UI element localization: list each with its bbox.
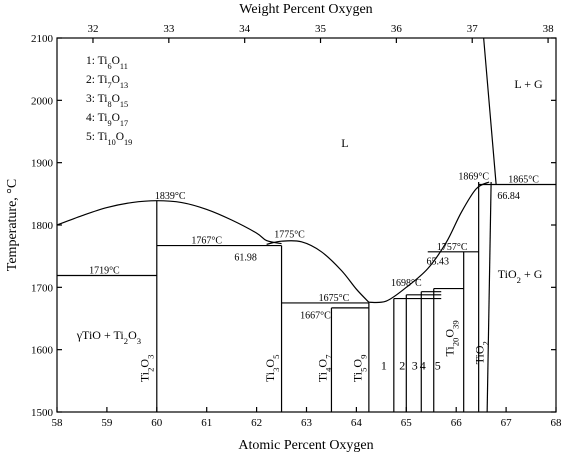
legend-entry: 2: Ti7O13: [86, 74, 128, 90]
x-tick-label: 60: [151, 417, 163, 429]
compound-label: Ti2O3: [137, 355, 155, 383]
legend-entry: 1: Ti6O11: [86, 55, 128, 71]
y-tick-label: 1700: [31, 282, 54, 294]
annotation-labels: 1839°C 1767°C 1719°C 1775°C 61.98 1675°C 1667°…: [76, 77, 543, 382]
compound-number-label: 5: [435, 359, 441, 373]
temperature-label: 1698°C: [391, 278, 422, 289]
phase-boundary-segment: [486, 181, 492, 413]
liquidus-left: [56, 200, 282, 245]
x-axis-title: Atomic Percent Oxygen: [238, 438, 373, 453]
top-tick-label: 33: [163, 23, 175, 35]
phase-label: TiO2 + G: [498, 267, 543, 285]
y-tick-label: 2000: [31, 95, 54, 107]
top-tick-label: 35: [315, 23, 327, 35]
liquidus-ti3o5: [266, 240, 370, 303]
x-tick-label: 66: [451, 417, 463, 429]
temperature-label: 1757°C: [437, 242, 468, 253]
y-tick-label: 1500: [31, 407, 54, 419]
gamma-tio-phase-label: γTiO + Ti2O3: [76, 328, 141, 346]
temperature-label: 1775°C: [274, 229, 305, 240]
legend-entry: 3: Ti8O15: [86, 93, 128, 109]
x-tick-label: 62: [251, 417, 262, 429]
phase-label: L + G: [514, 77, 543, 91]
temperature-label: 1667°C: [300, 311, 331, 322]
compound-number-label: 2: [399, 359, 405, 373]
legend-entry: 5: Ti10O19: [86, 131, 132, 147]
x-tick-label: 64: [351, 417, 363, 429]
phase-boundary-lines: [57, 181, 556, 413]
liquidus-right: [368, 181, 490, 304]
compound-number-label: 3: [412, 359, 418, 373]
y-tick-label: 1600: [31, 345, 54, 357]
temperature-label: 1719°C: [89, 266, 120, 277]
x-tick-label: 68: [551, 417, 563, 429]
legend-entry: 4: Ti9O17: [86, 112, 128, 128]
temperature-label: 1767°C: [191, 236, 222, 247]
temperature-label: 1869°C: [458, 171, 489, 182]
x-tick-label: 63: [301, 417, 313, 429]
temperature-label: 1839°C: [155, 191, 186, 202]
top-tick-label: 38: [543, 23, 555, 35]
phase-label: L: [341, 136, 348, 150]
compound-number-label: 4: [420, 359, 426, 373]
temperature-label: 1675°C: [319, 293, 350, 304]
top-tick-label: 37: [467, 23, 479, 35]
ti-rich-gas-boundary: [483, 37, 497, 185]
y-axis-title: Temperature, °C: [5, 179, 20, 271]
x-tick-label: 58: [52, 417, 64, 429]
y-tick-label: 1800: [31, 220, 54, 232]
y-axis-ticks: 1500 1600 1700 1800 1900 2000 2100: [31, 33, 556, 419]
temperature-label: 61.98: [234, 253, 257, 264]
x-tick-label: 65: [401, 417, 413, 429]
x-tick-label: 59: [101, 417, 113, 429]
x-tick-label: 67: [501, 417, 513, 429]
compound-label: Ti5O9: [350, 355, 368, 383]
phase-boundary-curves: [56, 37, 497, 304]
x-tick-label: 61: [201, 417, 212, 429]
top-axis-ticks: 32333435363738394041: [87, 23, 555, 43]
top-tick-label: 32: [87, 23, 98, 35]
compound-number-label: 1: [381, 359, 387, 373]
compound-label: Ti20O39: [443, 320, 461, 356]
temperature-label: 65.43: [426, 256, 449, 267]
top-axis-title: Weight Percent Oxygen: [239, 2, 372, 17]
compound-label: Ti3O5: [263, 355, 281, 383]
compound-label: TiO2: [473, 341, 491, 364]
compound-legend: 1: Ti6O11 2: Ti7O13 3: Ti8O15 4: Ti9O17 5: T…: [86, 55, 132, 147]
top-tick-label: 34: [239, 23, 251, 35]
temperature-label: 1865°C: [508, 175, 539, 186]
x-axis-ticks: 58 59 60 61 62 63 64 65 66 67 68: [52, 407, 563, 429]
compound-label: Ti4O7: [315, 354, 333, 382]
top-tick-label: 36: [391, 23, 403, 35]
y-tick-label: 1900: [31, 158, 54, 170]
temperature-label: 66.84: [497, 191, 520, 202]
y-tick-label: 2100: [31, 33, 54, 45]
